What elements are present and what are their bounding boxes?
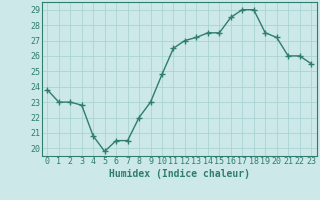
X-axis label: Humidex (Indice chaleur): Humidex (Indice chaleur) <box>109 169 250 179</box>
